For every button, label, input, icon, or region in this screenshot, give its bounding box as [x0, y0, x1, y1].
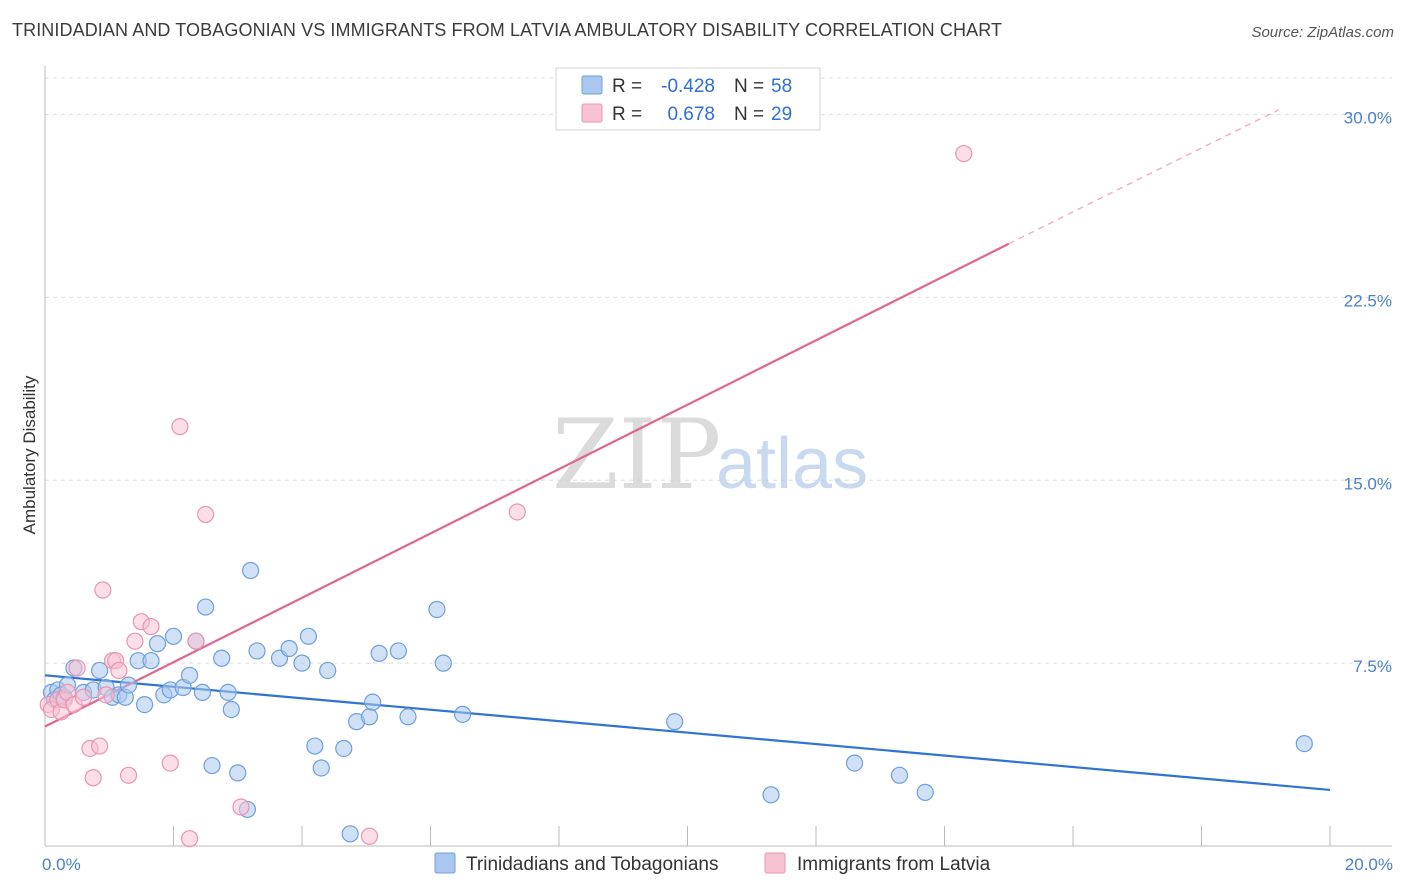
blue-data-point	[428, 600, 446, 619]
blue-data-point	[293, 654, 311, 672]
series-legend: Trinidadians and Tobagonians Immigrants …	[434, 852, 991, 875]
pink-data-point	[119, 766, 138, 784]
source-credit: Source: ZipAtlas.com	[1251, 24, 1394, 41]
blue-data-point	[222, 700, 240, 719]
legend-r-value-blue: -0.428	[661, 76, 715, 97]
blue-data-point	[762, 786, 780, 804]
pink-data-point	[197, 505, 215, 524]
data-points	[39, 144, 1313, 848]
blue-data-point	[360, 708, 379, 726]
blue-data-point	[364, 693, 382, 711]
series-legend-swatch-pink	[764, 852, 786, 874]
blue-data-point	[119, 676, 138, 694]
pink-data-point	[68, 659, 86, 677]
blue-data-point	[1295, 734, 1313, 753]
blue-data-point	[916, 783, 934, 801]
legend-r-label-pink: R =	[612, 104, 642, 125]
blue-data-point	[399, 708, 417, 726]
blue-data-point	[434, 654, 452, 672]
pink-data-point	[110, 661, 128, 680]
pink-data-point	[97, 686, 115, 704]
blue-data-point	[148, 635, 167, 653]
series-legend-label-blue: Trinidadians and Tobagonians	[466, 854, 718, 875]
legend-r-value-pink: 0.678	[667, 104, 715, 125]
series-legend-swatch-blue	[434, 852, 456, 874]
blue-data-point	[91, 661, 109, 680]
pink-data-point	[91, 737, 109, 755]
blue-data-point	[341, 825, 359, 843]
pink-data-point	[84, 769, 102, 787]
legend-swatch-pink	[581, 103, 603, 123]
y-axis-label: Ambulatory Disability	[20, 375, 39, 534]
y-tick-label: 30.0%	[1344, 109, 1392, 128]
legend-n-label-pink: N =	[734, 104, 764, 125]
blue-data-point	[312, 759, 330, 777]
legend-n-value-blue: 58	[771, 76, 792, 97]
blue-data-point	[845, 754, 864, 772]
pink-data-point	[74, 688, 93, 706]
blue-data-point	[135, 695, 154, 714]
pink-data-point	[187, 632, 205, 650]
blue-data-point	[164, 627, 183, 645]
legend-n-label-blue: N =	[734, 76, 764, 97]
blue-data-point	[370, 644, 388, 662]
pink-data-point	[161, 754, 179, 772]
blue-data-point	[242, 561, 260, 580]
blue-data-point	[142, 652, 160, 670]
tick-labels: 7.5% 15.0% 22.5% 30.0% 0.0% 20.0%	[42, 109, 1393, 874]
pink-data-point	[508, 503, 526, 521]
blue-data-point	[229, 764, 247, 782]
pink-data-point	[142, 617, 160, 636]
pink-data-point	[232, 798, 250, 816]
pink-data-point	[360, 827, 379, 845]
blue-data-point	[319, 661, 337, 680]
pink-data-point	[180, 830, 199, 848]
y-tick-label: 15.0%	[1344, 474, 1392, 493]
blue-data-point	[454, 705, 472, 723]
pink-data-point	[171, 418, 189, 436]
watermark-atlas: atlas	[716, 424, 868, 504]
watermark: ZIP atlas	[552, 399, 868, 511]
blue-data-point	[197, 598, 215, 616]
correlation-legend: R = -0.428 N = 58 R = 0.678 N = 29	[555, 67, 821, 131]
blue-data-point	[248, 642, 266, 660]
pink-data-point	[94, 581, 112, 599]
blue-data-point	[890, 766, 909, 784]
blue-data-point	[299, 627, 318, 645]
blue-data-point	[213, 649, 231, 667]
legend-n-value-pink: 29	[771, 104, 792, 125]
blue-data-point	[280, 639, 298, 658]
pink-data-point	[955, 144, 973, 163]
blue-data-point	[219, 683, 237, 702]
x-tick-label: 0.0%	[42, 855, 81, 874]
y-tick-label: 22.5%	[1344, 291, 1392, 310]
y-tick-label: 7.5%	[1353, 657, 1392, 676]
blue-data-point	[180, 666, 199, 684]
chart-title: TRINIDADIAN AND TOBAGONIAN VS IMMIGRANTS…	[12, 20, 1003, 40]
series-legend-label-pink: Immigrants from Latvia	[797, 854, 991, 875]
blue-data-point	[335, 739, 353, 758]
watermark-zip: ZIP	[552, 399, 721, 511]
blue-data-point	[666, 713, 684, 731]
pink-data-point	[126, 632, 144, 650]
blue-data-point	[389, 642, 407, 660]
pink-trend-line	[44, 242, 1010, 728]
legend-r-label-blue: R =	[612, 76, 642, 97]
axes	[44, 66, 1392, 847]
blue-data-point	[193, 683, 212, 702]
x-tick-label: 20.0%	[1345, 855, 1393, 874]
trend-lines	[44, 109, 1331, 792]
blue-data-point	[306, 737, 324, 755]
blue-trend-line	[44, 674, 1331, 792]
legend-swatch-blue	[581, 75, 603, 95]
pink-trend-extension	[1008, 109, 1279, 245]
blue-data-point	[203, 756, 221, 775]
